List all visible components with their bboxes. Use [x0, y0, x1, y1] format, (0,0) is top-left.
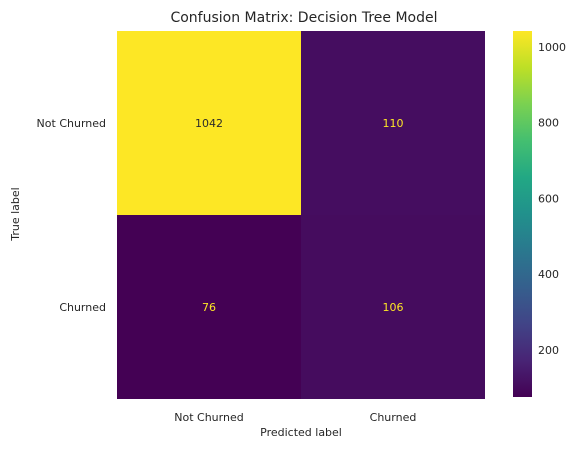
heatmap-cell-0-1	[301, 31, 485, 215]
colorbar-tick-label-0: 200	[538, 344, 559, 357]
x-axis-label: Predicted label	[260, 426, 342, 439]
colorbar-tick-labels: 200 400 600 800 1000	[538, 41, 566, 357]
y-axis-tick-labels: Not Churned Churned	[37, 117, 106, 314]
heatmap-cell-1-1	[301, 215, 485, 399]
cell-value-0-0: 1042	[195, 117, 223, 130]
y-axis-label: True label	[9, 187, 22, 241]
colorbar-tick-label-1: 400	[538, 268, 559, 281]
colorbar-tick-label-4: 1000	[538, 41, 566, 54]
colorbar-tick-label-3: 800	[538, 117, 559, 130]
colorbar	[513, 31, 532, 397]
x-tick-label-0: Not Churned	[174, 411, 243, 424]
heatmap-cell-0-0	[117, 31, 301, 215]
y-tick-label-1: Churned	[59, 301, 106, 314]
x-axis-tick-labels: Not Churned Churned	[174, 411, 416, 424]
cell-value-labels: 1042 110 76 106	[195, 117, 404, 314]
cell-value-0-1: 110	[383, 117, 404, 130]
cell-value-1-1: 106	[383, 301, 404, 314]
chart-title: Confusion Matrix: Decision Tree Model	[170, 10, 437, 26]
y-tick-label-0: Not Churned	[37, 117, 106, 130]
colorbar-tick-label-2: 600	[538, 192, 559, 205]
cell-value-1-0: 76	[202, 301, 216, 314]
heatmap-cell-1-0	[117, 215, 301, 399]
heatmap-cells	[117, 31, 485, 399]
x-tick-label-1: Churned	[370, 411, 417, 424]
